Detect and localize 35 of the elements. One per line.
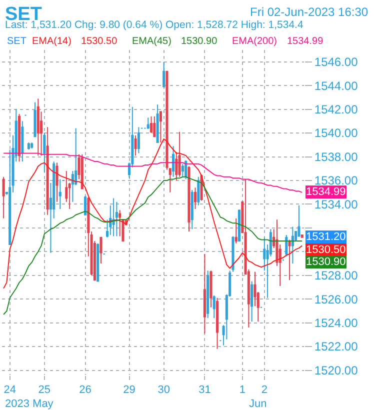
text: SET — [7, 36, 26, 47]
x-tick-label: 24 — [4, 384, 16, 396]
text: 1534.99 — [287, 36, 324, 47]
x-tick-label: 31 — [198, 384, 211, 396]
text: 2023 May — [5, 398, 54, 410]
y-tick-label: 1546.00 — [314, 55, 358, 70]
text: 1530.50 — [81, 36, 118, 47]
y-tick-label: 1520.00 — [314, 363, 358, 378]
x-tick-label: 30 — [158, 384, 170, 396]
text: Jun — [249, 398, 267, 410]
y-tick-label: 1522.00 — [314, 340, 358, 354]
text: EMA(200) — [232, 36, 278, 47]
x-tick-label: 2 — [261, 384, 268, 396]
y-tick-label: 1526.00 — [314, 292, 358, 306]
x-tick-label: 26 — [79, 384, 92, 396]
y-tick-label: 1538.00 — [314, 150, 358, 164]
chart-subtitle: Last: 1,531.20 Chg: 9.80 (0.64 %) Open: 1,528.72 High: 1,534.4 — [5, 19, 304, 31]
text: 1530.90 — [181, 36, 218, 47]
x-tick-label: 1 — [239, 384, 246, 396]
text: EMA(45) — [132, 36, 172, 47]
data-label: 1534.99 — [306, 186, 346, 198]
data-label: 1530.90 — [306, 256, 346, 268]
x-tick-label: 25 — [38, 384, 51, 396]
text: Fri 02-Jun-2023 16:30 — [250, 5, 368, 19]
y-tick-label: 1536.00 — [314, 174, 358, 188]
y-tick-label: 1540.00 — [314, 126, 358, 140]
text: 1531.20 — [306, 231, 346, 243]
y-tick-label: 1542.00 — [314, 102, 358, 117]
y-tick-label: 1544.00 — [314, 78, 358, 93]
y-tick-label: 1524.00 — [314, 316, 358, 330]
y-tick-label: 1528.00 — [314, 268, 358, 283]
y-tick-label: 1534.00 — [314, 197, 358, 212]
text: EMA(14) — [32, 36, 72, 47]
data-label: 1530.50 — [306, 244, 346, 256]
x-tick-label: 29 — [123, 384, 136, 396]
